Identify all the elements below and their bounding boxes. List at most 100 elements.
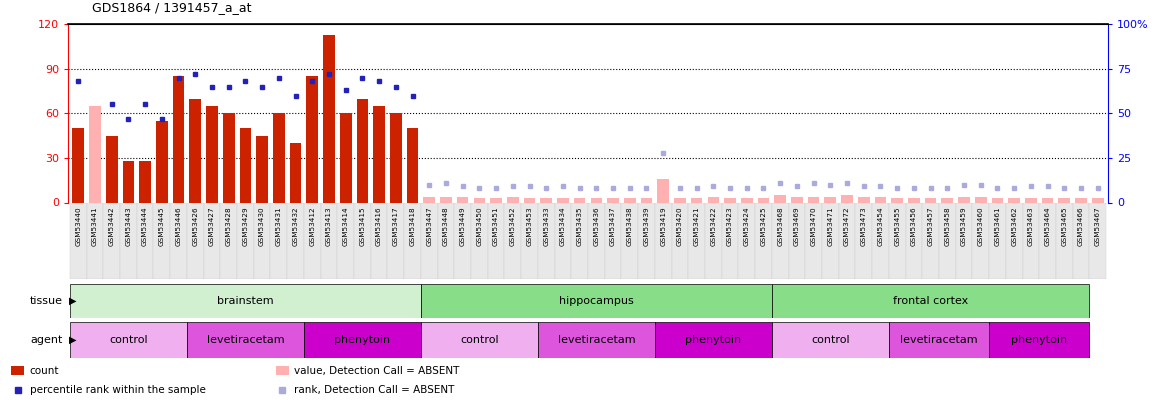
- FancyBboxPatch shape: [69, 202, 87, 279]
- Bar: [557, 198, 569, 202]
- FancyBboxPatch shape: [739, 202, 755, 279]
- Bar: [708, 196, 720, 202]
- Text: GSM53416: GSM53416: [376, 207, 382, 246]
- Bar: [356, 98, 368, 202]
- FancyBboxPatch shape: [1056, 202, 1073, 279]
- Text: GSM53463: GSM53463: [1028, 207, 1034, 246]
- FancyBboxPatch shape: [120, 202, 136, 279]
- FancyBboxPatch shape: [354, 202, 370, 279]
- Text: GSM53447: GSM53447: [426, 207, 433, 246]
- Bar: [456, 196, 468, 202]
- Text: GSM53460: GSM53460: [977, 207, 984, 246]
- FancyBboxPatch shape: [187, 202, 203, 279]
- Bar: [139, 161, 151, 202]
- Bar: [908, 198, 920, 202]
- Text: GSM53453: GSM53453: [527, 207, 533, 246]
- Bar: [73, 128, 85, 202]
- Bar: [507, 196, 519, 202]
- Bar: [440, 196, 452, 202]
- FancyBboxPatch shape: [103, 202, 120, 279]
- Bar: [1058, 198, 1070, 202]
- FancyBboxPatch shape: [639, 202, 655, 279]
- Text: GSM53412: GSM53412: [309, 207, 315, 246]
- FancyBboxPatch shape: [203, 202, 220, 279]
- Text: levetiracetam: levetiracetam: [557, 335, 635, 345]
- FancyBboxPatch shape: [806, 202, 822, 279]
- Bar: [891, 198, 903, 202]
- Text: GSM53438: GSM53438: [627, 207, 633, 246]
- Text: count: count: [29, 366, 59, 375]
- FancyBboxPatch shape: [338, 202, 354, 279]
- FancyBboxPatch shape: [789, 202, 806, 279]
- Bar: [655, 322, 771, 358]
- Text: frontal cortex: frontal cortex: [893, 296, 968, 306]
- Text: GSM53449: GSM53449: [460, 207, 466, 246]
- Text: GSM53432: GSM53432: [293, 207, 299, 246]
- Text: GSM53465: GSM53465: [1061, 207, 1068, 246]
- FancyBboxPatch shape: [153, 202, 171, 279]
- Bar: [474, 198, 486, 202]
- Bar: [421, 284, 771, 318]
- Text: GSM53418: GSM53418: [409, 207, 415, 246]
- Bar: [674, 198, 686, 202]
- Bar: [407, 128, 419, 202]
- Text: GSM53457: GSM53457: [928, 207, 934, 246]
- FancyBboxPatch shape: [1040, 202, 1056, 279]
- Bar: [889, 322, 989, 358]
- Text: GSM53445: GSM53445: [159, 207, 165, 246]
- Text: GSM53429: GSM53429: [242, 207, 248, 246]
- FancyBboxPatch shape: [537, 202, 555, 279]
- FancyBboxPatch shape: [938, 202, 956, 279]
- FancyBboxPatch shape: [287, 202, 303, 279]
- Text: GSM53433: GSM53433: [543, 207, 549, 246]
- Text: GSM53452: GSM53452: [509, 207, 516, 246]
- FancyBboxPatch shape: [755, 202, 771, 279]
- Text: GSM53422: GSM53422: [710, 207, 716, 246]
- Bar: [423, 196, 435, 202]
- Text: GSM53423: GSM53423: [727, 207, 733, 246]
- Text: GSM53470: GSM53470: [810, 207, 816, 246]
- Bar: [574, 198, 586, 202]
- FancyBboxPatch shape: [1073, 202, 1089, 279]
- Bar: [540, 198, 552, 202]
- Text: GSM53468: GSM53468: [777, 207, 783, 246]
- Text: GSM53456: GSM53456: [911, 207, 917, 246]
- FancyBboxPatch shape: [1089, 202, 1107, 279]
- Text: GSM53464: GSM53464: [1044, 207, 1050, 246]
- FancyBboxPatch shape: [303, 202, 321, 279]
- FancyBboxPatch shape: [688, 202, 704, 279]
- FancyBboxPatch shape: [722, 202, 739, 279]
- Bar: [289, 143, 301, 202]
- Text: GSM53417: GSM53417: [393, 207, 399, 246]
- FancyBboxPatch shape: [771, 202, 789, 279]
- Bar: [858, 196, 869, 202]
- FancyBboxPatch shape: [855, 202, 873, 279]
- Text: agent: agent: [29, 335, 62, 345]
- Bar: [1008, 198, 1020, 202]
- Bar: [741, 198, 753, 202]
- Text: GSM53426: GSM53426: [192, 207, 199, 246]
- Text: GSM53446: GSM53446: [175, 207, 181, 246]
- Bar: [808, 196, 820, 202]
- FancyBboxPatch shape: [822, 202, 838, 279]
- Bar: [975, 196, 987, 202]
- Text: hippocampus: hippocampus: [559, 296, 634, 306]
- Bar: [69, 284, 421, 318]
- FancyBboxPatch shape: [604, 202, 621, 279]
- Text: GSM53451: GSM53451: [493, 207, 499, 246]
- Bar: [122, 161, 134, 202]
- Bar: [273, 113, 285, 202]
- Text: ▶: ▶: [69, 296, 76, 306]
- Text: brainstem: brainstem: [218, 296, 274, 306]
- Text: GSM53441: GSM53441: [92, 207, 98, 246]
- Bar: [276, 366, 289, 375]
- FancyBboxPatch shape: [220, 202, 238, 279]
- Text: GSM53462: GSM53462: [1011, 207, 1017, 246]
- FancyBboxPatch shape: [370, 202, 387, 279]
- FancyBboxPatch shape: [621, 202, 639, 279]
- Bar: [240, 128, 252, 202]
- Text: GSM53427: GSM53427: [209, 207, 215, 246]
- FancyBboxPatch shape: [655, 202, 671, 279]
- Bar: [340, 113, 352, 202]
- FancyBboxPatch shape: [437, 202, 454, 279]
